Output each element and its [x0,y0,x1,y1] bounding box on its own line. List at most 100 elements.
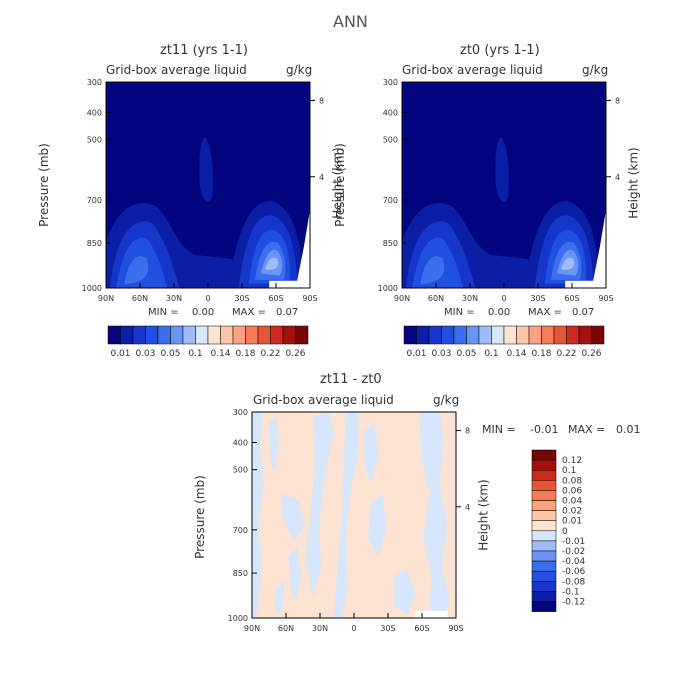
y-tick-label: 850 [383,239,398,248]
y-right-tick-label: 4 [615,173,620,182]
colorbar-label: 0.18 [235,349,255,359]
colorbar-box [207,325,221,345]
y-tick-label: 500 [233,466,248,475]
colorbar-label: 0.22 [260,349,280,359]
colorbar-box [466,325,480,345]
colorbar-box [531,591,557,602]
contour-nh-4 [420,256,445,284]
colorbar-box [157,325,171,345]
colorbar-box [282,325,296,345]
panel3-units: g/kg [433,393,460,407]
panel3-field [252,412,456,618]
colorbar-label: -0.06 [562,567,586,577]
colorbar-label: 0.03 [135,349,155,359]
colorbar-label: 0.01 [406,349,426,359]
panel3-axes: 90N 60N 30N 0 30S 60S 90S 300 400 500 700 850 1000 8 4 [228,408,470,633]
colorbar-box [516,325,530,345]
negative-region [268,416,279,474]
x-tick-label: 90N [98,294,114,303]
negative-region [252,412,265,618]
colorbar-box [232,325,246,345]
panel1-subtitle: Grid-box average liquid [106,63,247,77]
negative-region [394,568,416,614]
colorbar-label: -0.01 [562,537,585,547]
x-tick-label: 30N [166,294,182,303]
colorbar-label: 0.03 [431,349,451,359]
panel2-plot: 90N 60N 30N 0 30S 60S 90S 300 400 500 700 850 1000 8 4 [378,78,620,303]
colorbar-box [195,325,209,345]
panel1-axes: 90N 60N 30N 0 30S 60S 90S 300 400 500 700 850 1000 8 4 [82,78,324,303]
missing-data [295,209,310,288]
colorbar-label: 0.14 [506,349,526,359]
colorbar-box [531,601,557,612]
colorbar-label: 0.22 [556,349,576,359]
negative-region [364,422,379,485]
colorbar-box [132,325,146,345]
colorbar-box [531,500,557,511]
contour-tropical [199,137,213,202]
x-tick-label: 30S [380,624,395,633]
panel3-max-label: MAX = [568,423,606,436]
y-tick-label: 300 [233,408,248,417]
colorbar-box [270,325,284,345]
colorbar-box [528,325,542,345]
colorbar-box [416,325,430,345]
colorbar-box [531,540,557,552]
panel3-plot: 90N 60N 30N 0 30S 60S 90S 300 400 500 700 850 1000 8 4 [228,408,470,633]
colorbar-label: 0.06 [562,486,582,496]
panel3-max-value: 0.01 [616,423,641,436]
negative-region [419,412,450,618]
x-tick-label: 60N [428,294,444,303]
colorbar-box [531,520,557,532]
y-tick-label: 500 [383,136,398,145]
colorbar-box [531,449,557,461]
x-tick-label: 30N [312,624,328,633]
colorbar-box [531,459,557,471]
y-tick-label: 1000 [378,284,398,293]
colorbar-box [257,325,271,345]
panel2-min-value: 0.00 [488,307,511,318]
colorbar-box [531,530,557,542]
panel2-field [402,82,606,288]
panel3-ylabel: Pressure (mb) [192,475,207,559]
colorbar-box [428,325,442,345]
y-tick-label: 850 [233,569,248,578]
missing-data [591,209,606,288]
y-tick-label: 850 [87,239,102,248]
contour-nh-4 [124,256,149,284]
panel1-max-label: MAX = [232,307,266,318]
negative-region [280,494,305,540]
page-title: ANN [333,12,368,31]
panel1-field [106,82,310,288]
panel1-units: g/kg [286,63,313,77]
colorbar-label: -0.04 [562,557,586,567]
colorbar-box [531,490,557,501]
colorbar-box [531,480,557,491]
y-tick-label: 1000 [228,614,248,623]
x-tick-label: 60N [132,294,148,303]
negative-region [368,494,387,557]
panel2-title: zt0 (yrs 1-1) [460,43,540,58]
panel2-colorbar: 0.01 0.03 0.05 0.1 0.14 0.18 0.22 0.26 [403,325,605,359]
colorbar-label: -0.1 [562,587,580,597]
colorbar-box [566,325,580,345]
colorbar-label: 0.18 [531,349,551,359]
x-tick-label: 60N [278,624,294,633]
colorbar-box [182,325,196,345]
x-tick-label: 60S [564,294,579,303]
colorbar-box [531,550,557,562]
panel2-min-label: MIN = [444,307,475,318]
y-tick-label: 700 [233,526,248,535]
panel3-min-value: -0.01 [530,423,559,436]
colorbar-label: -0.02 [562,547,585,557]
panel2-max-value: 0.07 [572,307,595,318]
y-tick-label: 700 [383,196,398,205]
panel1-min-value: 0.00 [192,307,215,318]
panel1-plot: 90N 60N 30N 0 30S 60S 90S 300 400 500 700 850 1000 8 4 [82,78,324,303]
missing-data-bottom [269,280,310,288]
colorbar-label: 0.01 [110,349,130,359]
colorbar-label: 0.01 [562,517,582,527]
colorbar-box [531,570,557,582]
panel2-axes: 90N 60N 30N 0 30S 60S 90S 300 400 500 700 850 1000 8 4 [378,78,620,303]
y-tick-label: 300 [383,78,398,87]
